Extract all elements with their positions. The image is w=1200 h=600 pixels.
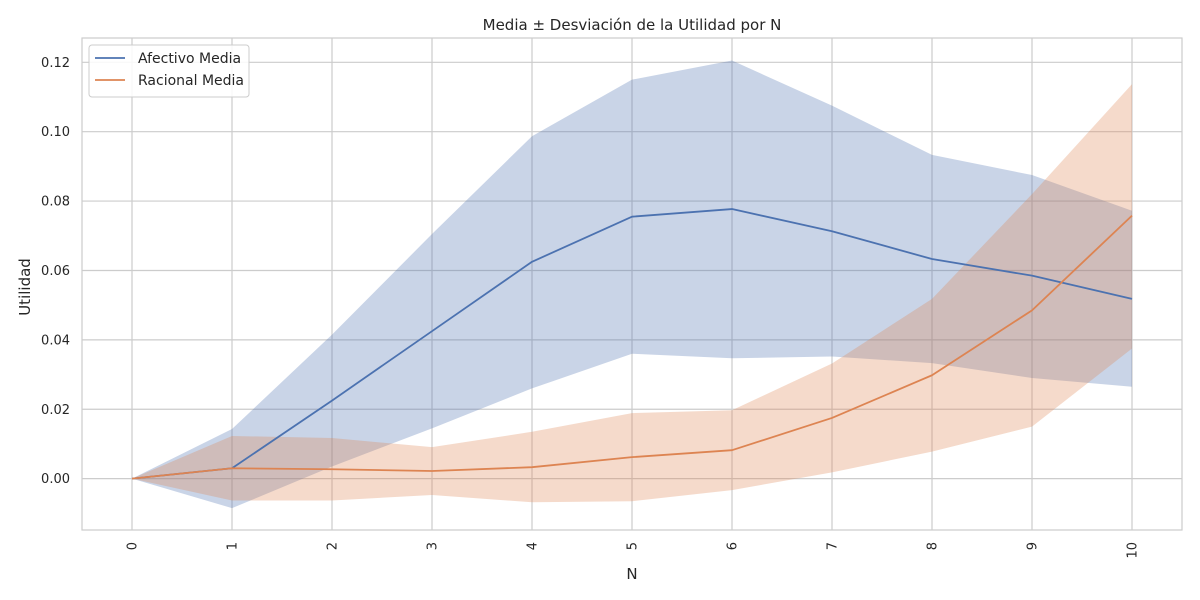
y-tick-label: 0.04 <box>41 333 70 348</box>
legend: Afectivo Media Racional Media <box>88 44 250 98</box>
legend-box <box>88 44 250 98</box>
y-tick-label: 0.12 <box>41 56 70 71</box>
legend-label: Racional Media <box>138 73 244 89</box>
error-band-1 <box>132 60 1132 509</box>
y-tick-label: 0.10 <box>41 125 70 140</box>
grid <box>82 38 1182 530</box>
x-tick-label: 5 <box>626 542 641 550</box>
x-tick-label: 6 <box>726 542 741 550</box>
x-tick-label: 8 <box>926 542 941 550</box>
series-lines <box>131 208 1133 480</box>
x-tick-label: 0 <box>126 542 141 550</box>
error-bands <box>132 60 1132 509</box>
x-tick-label: 1 <box>226 542 241 550</box>
chart-title: Media ± Desviación de la Utilidad por N <box>483 16 782 34</box>
legend-label: Afectivo Media <box>138 51 241 67</box>
x-tick-label: 4 <box>526 542 541 550</box>
y-tick-labels: 0.00 0.02 0.04 0.06 0.08 0.10 0.12 <box>41 56 70 487</box>
x-tick-label: 10 <box>1126 542 1141 559</box>
x-tick-label: 9 <box>1026 542 1041 550</box>
series-line-2 <box>131 214 1133 480</box>
y-axis-label: Utilidad <box>16 258 34 316</box>
x-axis-label: N <box>626 565 637 583</box>
x-tick-labels: 0 1 2 3 4 5 6 7 8 9 10 <box>126 542 1141 559</box>
x-tick-label: 7 <box>826 542 841 550</box>
error-band-2 <box>132 84 1132 503</box>
y-tick-label: 0.00 <box>41 472 70 487</box>
series-line-1 <box>131 208 1133 480</box>
y-tick-label: 0.08 <box>41 195 70 210</box>
x-tick-label: 2 <box>326 542 341 550</box>
y-tick-label: 0.06 <box>41 264 70 279</box>
plot-frame <box>81 37 1183 531</box>
x-tick-label: 3 <box>426 542 441 550</box>
y-tick-label: 0.02 <box>41 403 70 418</box>
